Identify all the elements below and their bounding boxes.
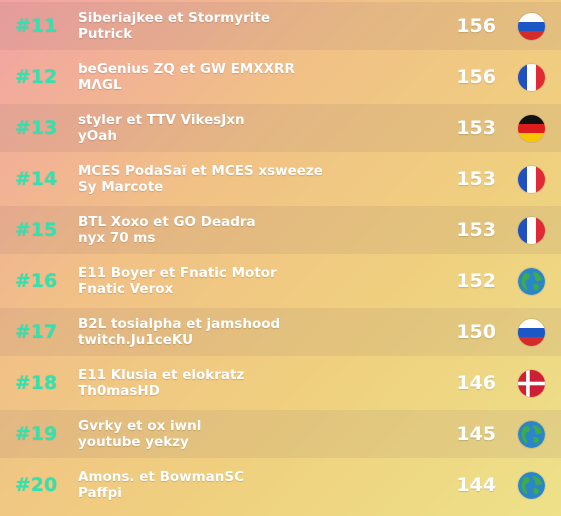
france-flag-icon — [518, 64, 545, 91]
third-player: Paffpi — [78, 485, 122, 501]
leaderboard-row: #15 BTL Xoxo et GO Deadra nyx 70 ms 153 — [0, 206, 561, 254]
rank-label: #17 — [14, 321, 58, 343]
team-players: BTL Xoxo et GO Deadra — [78, 214, 256, 230]
rank-label: #12 — [14, 66, 58, 88]
leaderboard-row: #16 E11 Boyer et Fnatic Motor Fnatic Ver… — [0, 257, 561, 305]
rank-label: #16 — [14, 270, 58, 292]
points-value: 153 — [456, 219, 496, 241]
team-names: styler et TTV VikesJxn yOah — [78, 112, 438, 144]
leaderboard-row: #14 MCES PodaSaï et MCES xsweeze Sy Marc… — [0, 155, 561, 203]
team-players: E11 Klusia et elokratz — [78, 367, 245, 383]
globe-icon — [518, 421, 545, 448]
denmark-flag-icon — [518, 370, 545, 397]
france-flag-icon — [518, 217, 545, 244]
third-player: youtube yekzy — [78, 434, 189, 450]
third-player: Sy Marcote — [78, 179, 164, 195]
leaderboard-row: #20 Amons. et BowmanSC Paffpi 144 — [0, 461, 561, 509]
leaderboard-row: #11 Siberiajkee et Stormyrite Putrick 15… — [0, 2, 561, 50]
germany-flag-icon — [518, 115, 545, 142]
points-value: 156 — [456, 66, 496, 88]
third-player: Fnatic Verox — [78, 281, 174, 297]
team-players: Amons. et BowmanSC — [78, 469, 245, 485]
rank-label: #18 — [14, 372, 58, 394]
team-players: Gvrky et ox iwnl — [78, 418, 202, 434]
team-players: B2L tosialpha et jamshood — [78, 316, 281, 332]
rank-label: #15 — [14, 219, 58, 241]
rank-label: #19 — [14, 423, 58, 445]
france-flag-icon — [518, 166, 545, 193]
leaderboard-row: #12 beGenius ZQ et GW EMXXRR MΛGL 156 — [0, 53, 561, 101]
team-names: MCES PodaSaï et MCES xsweeze Sy Marcote — [78, 163, 438, 195]
team-names: Gvrky et ox iwnl youtube yekzy — [78, 418, 438, 450]
points-value: 156 — [456, 15, 496, 37]
points-value: 150 — [456, 321, 496, 343]
leaderboard-row: #18 E11 Klusia et elokratz Th0masHD 146 — [0, 359, 561, 407]
rank-label: #20 — [14, 474, 58, 496]
rank-label: #13 — [14, 117, 58, 139]
leaderboard-row: #19 Gvrky et ox iwnl youtube yekzy 145 — [0, 410, 561, 458]
team-names: beGenius ZQ et GW EMXXRR MΛGL — [78, 61, 438, 93]
russia-flag-icon — [518, 319, 545, 346]
team-players: beGenius ZQ et GW EMXXRR — [78, 61, 295, 77]
team-names: Amons. et BowmanSC Paffpi — [78, 469, 438, 501]
points-value: 145 — [456, 423, 496, 445]
third-player: Th0masHD — [78, 383, 160, 399]
team-players: styler et TTV VikesJxn — [78, 112, 245, 128]
team-names: E11 Boyer et Fnatic Motor Fnatic Verox — [78, 265, 438, 297]
points-value: 153 — [456, 168, 496, 190]
globe-icon — [518, 268, 545, 295]
russia-flag-icon — [518, 13, 545, 40]
third-player: twitch.Ju1ceKU — [78, 332, 194, 348]
third-player: MΛGL — [78, 77, 122, 93]
team-names: Siberiajkee et Stormyrite Putrick — [78, 10, 438, 42]
points-value: 144 — [456, 474, 496, 496]
team-names: E11 Klusia et elokratz Th0masHD — [78, 367, 438, 399]
rank-label: #11 — [14, 15, 58, 37]
points-value: 152 — [456, 270, 496, 292]
team-players: Siberiajkee et Stormyrite — [78, 10, 270, 26]
third-player: nyx 70 ms — [78, 230, 156, 246]
third-player: Putrick — [78, 26, 133, 42]
leaderboard-row: #13 styler et TTV VikesJxn yOah 153 — [0, 104, 561, 152]
rank-label: #14 — [14, 168, 58, 190]
leaderboard-row: #17 B2L tosialpha et jamshood twitch.Ju1… — [0, 308, 561, 356]
globe-icon — [518, 472, 545, 499]
team-players: MCES PodaSaï et MCES xsweeze — [78, 163, 323, 179]
points-value: 146 — [456, 372, 496, 394]
team-names: B2L tosialpha et jamshood twitch.Ju1ceKU — [78, 316, 438, 348]
points-value: 153 — [456, 117, 496, 139]
third-player: yOah — [78, 128, 117, 144]
team-names: BTL Xoxo et GO Deadra nyx 70 ms — [78, 214, 438, 246]
team-players: E11 Boyer et Fnatic Motor — [78, 265, 277, 281]
